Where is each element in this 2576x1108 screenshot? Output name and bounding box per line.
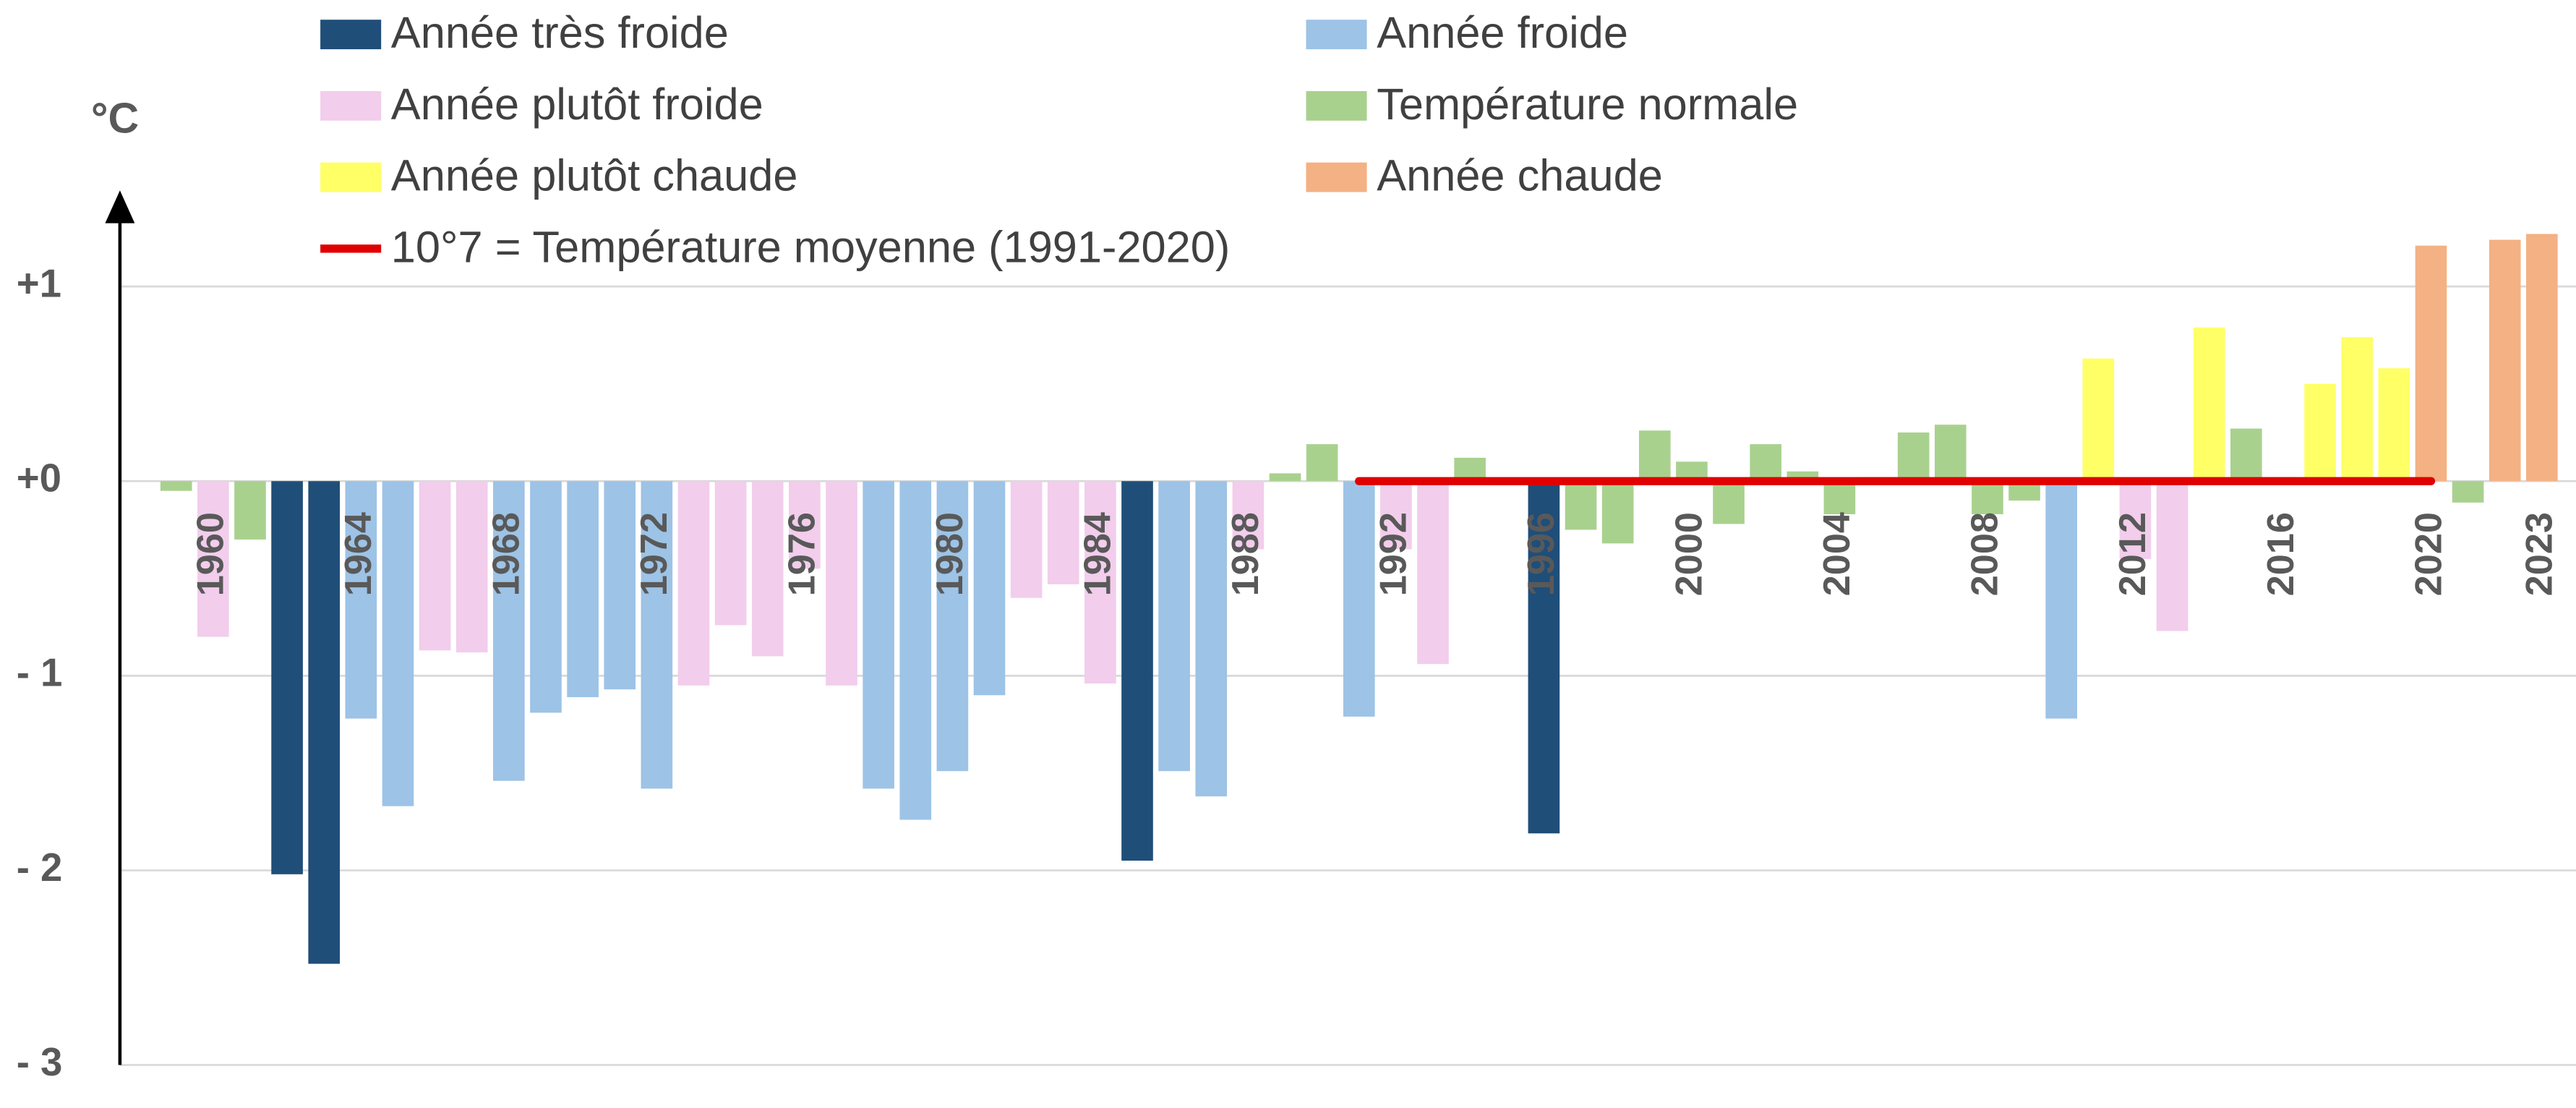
bar [530, 481, 562, 713]
bar [2045, 481, 2078, 719]
bar [1565, 481, 1597, 530]
bar [2193, 327, 2225, 482]
bar [419, 481, 451, 651]
legend-label: Année plutôt froide [391, 79, 763, 129]
y-axis-arrow [105, 190, 135, 223]
x-tick-label: 2012 [2112, 512, 2154, 596]
bar [1121, 481, 1153, 861]
bar [1638, 430, 1671, 482]
bar [2489, 239, 2521, 482]
bar [751, 481, 784, 657]
bar [160, 481, 192, 491]
x-tick-label: 2008 [1964, 512, 2006, 596]
bar [2378, 368, 2410, 482]
bar [1047, 481, 1079, 584]
legend-swatch [1306, 90, 1367, 121]
y-tick-label: +0 [17, 456, 61, 500]
bar [1158, 481, 1190, 772]
bar [1823, 481, 1856, 514]
bar [1417, 481, 1449, 665]
bar [271, 481, 303, 874]
bar [1750, 444, 1781, 482]
bar [2082, 358, 2115, 482]
bar [2526, 234, 2558, 482]
x-tick-label: 1988 [1225, 512, 1267, 596]
bar [455, 481, 488, 653]
bar [2415, 245, 2447, 482]
bar [2230, 428, 2262, 482]
bar [234, 481, 266, 540]
x-tick-label: 1964 [338, 512, 380, 596]
bar [863, 481, 894, 789]
bar [308, 481, 341, 964]
bar [714, 481, 747, 626]
y-tick-label: - 2 [17, 845, 63, 890]
x-tick-label: 2000 [1669, 512, 1711, 596]
legend-label: Année plutôt chaude [391, 150, 798, 200]
x-tick-label: 1992 [1373, 512, 1415, 596]
bar [1934, 425, 1967, 482]
legend-swatch [320, 20, 382, 50]
bar [382, 481, 414, 806]
legend-label: 10°7 = Température moyenne (1991-2020) [391, 221, 1231, 271]
legend-swatch [1306, 20, 1367, 50]
x-tick-label: 2004 [1816, 512, 1858, 596]
bar [2119, 481, 2152, 559]
legend-label: Année froide [1377, 7, 1628, 57]
bar [1897, 432, 1930, 482]
y-tick-label: - 3 [17, 1040, 63, 1084]
bar [1084, 481, 1116, 684]
bar [1343, 481, 1375, 717]
bar [567, 481, 599, 697]
bar [677, 481, 710, 686]
bar [604, 481, 636, 690]
legend-label: Température normale [1377, 79, 1798, 129]
bar [2452, 481, 2484, 503]
legend-swatch [320, 162, 382, 192]
x-tick-label: 1968 [486, 512, 528, 596]
x-tick-label: 1960 [190, 512, 232, 596]
bar [2304, 383, 2336, 482]
x-tick-label: 1996 [1520, 512, 1562, 596]
bar [1306, 444, 1338, 482]
x-tick-label: 1980 [929, 512, 971, 596]
bar [1195, 481, 1228, 797]
legend-label: Année chaude [1377, 150, 1663, 200]
bar [1232, 481, 1265, 550]
y-tick-label: +1 [17, 262, 61, 306]
bar [973, 481, 1006, 696]
bar [1528, 481, 1560, 834]
x-tick-label: 2016 [2260, 512, 2302, 596]
bar [1010, 481, 1043, 598]
legend-label: Année très froide [391, 7, 729, 57]
bar [1601, 481, 1634, 544]
x-tick-label: 1976 [782, 512, 823, 596]
bar [899, 481, 932, 820]
x-tick-label: 2023 [2519, 512, 2561, 596]
y-tick-label: - 1 [17, 651, 63, 695]
x-tick-label: 1972 [633, 512, 675, 596]
bar [1269, 473, 1301, 482]
bar [1380, 481, 1412, 550]
bar [197, 481, 229, 637]
bar [2156, 481, 2188, 631]
legend-swatch [320, 90, 382, 121]
bar [1713, 481, 1745, 524]
bar [1972, 481, 2003, 514]
y-axis-label: °C [91, 95, 139, 142]
x-tick-label: 1984 [1077, 512, 1119, 596]
bar [936, 481, 969, 772]
bar [493, 481, 525, 781]
bar [641, 481, 673, 789]
bar [826, 481, 857, 686]
bar [789, 481, 821, 569]
legend-swatch [1306, 162, 1367, 192]
bar [2341, 337, 2374, 482]
x-tick-label: 2020 [2408, 512, 2449, 596]
bar [345, 481, 377, 719]
